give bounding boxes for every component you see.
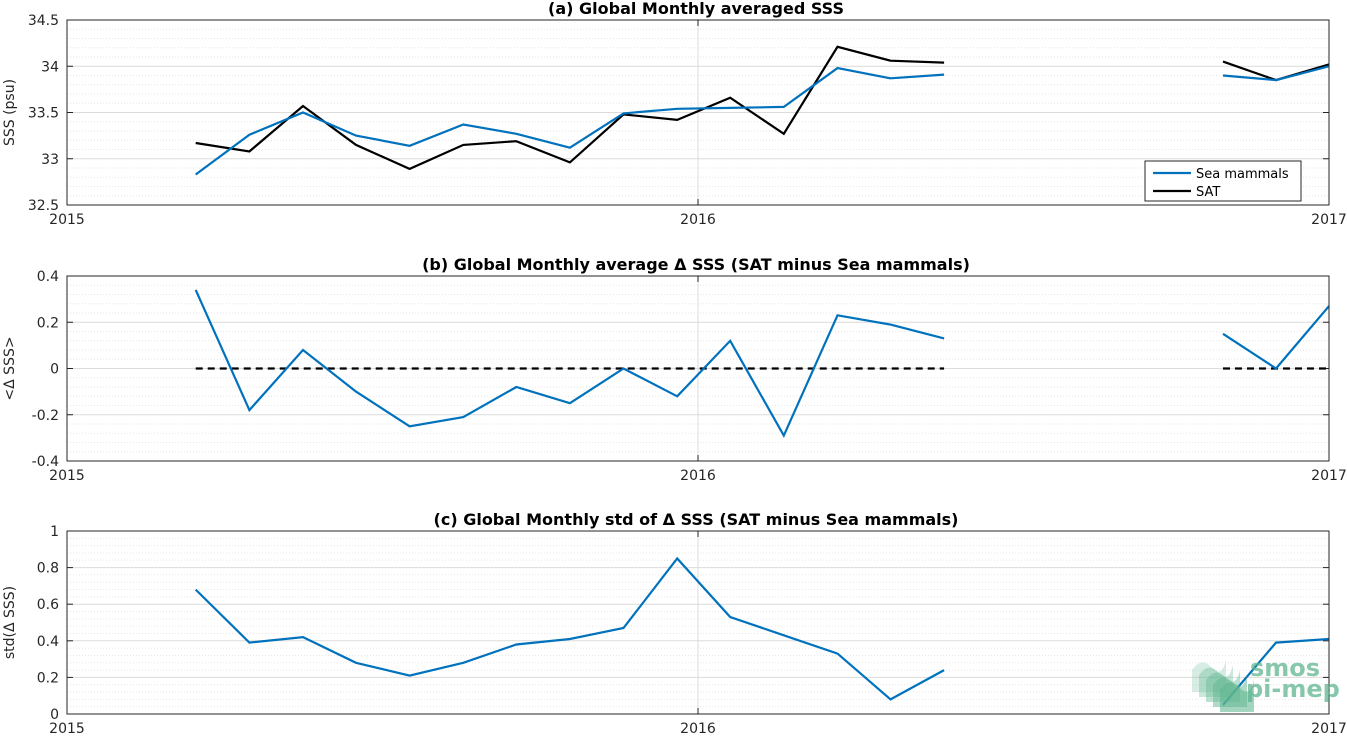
- x-tick-label: 2017: [1311, 468, 1347, 484]
- chart-title: (c) Global Monthly std of Δ SSS (SAT min…: [434, 510, 959, 529]
- legend-entry: SAT: [1196, 185, 1220, 200]
- x-tick-label: 2015: [49, 468, 85, 484]
- x-tick-label: 2017: [1311, 212, 1347, 228]
- chart-title: (a) Global Monthly averaged SSS: [548, 0, 844, 18]
- y-tick-label: 0.8: [37, 561, 59, 577]
- y-tick-label: 34: [41, 59, 59, 75]
- panel-1: 32.5 33 33.5 34 34.5 2015 2016 2017 (a) Global M…: [2, 0, 1347, 228]
- y-tick-label: 33: [41, 152, 59, 168]
- y-tick-label: 0.2: [37, 670, 59, 686]
- y-tick-label: 0.6: [37, 597, 59, 613]
- y-tick-label: -0.4: [32, 454, 59, 470]
- panel-2: -0.4 -0.2 0 0.2 0.4 2015 2016 2017 (b) Global Mo…: [2, 255, 1347, 484]
- x-tick-label: 2016: [680, 468, 716, 484]
- y-tick-label: 0.4: [37, 634, 59, 650]
- axes-box: [66, 275, 1330, 462]
- series-line-sat: [195, 45, 945, 171]
- y-tick-label: 33.5: [28, 106, 59, 122]
- y-tick-label: 34.5: [28, 13, 59, 29]
- x-tick-label: 2015: [49, 721, 85, 736]
- y-tick-label: 0: [50, 362, 59, 378]
- x-tick-label: 2017: [1311, 721, 1347, 736]
- chart-title: (b) Global Monthly average Δ SSS (SAT mi…: [422, 255, 970, 274]
- x-tick-label: 2016: [680, 721, 716, 736]
- series-line-delta: [1222, 305, 1329, 370]
- y-tick-label: 1: [50, 524, 59, 540]
- legend-entry: Sea mammals: [1196, 167, 1289, 182]
- panel-3: 0 0.2 0.4 0.6 0.8 1 2015 2016 2017 (c) Global Mon…: [2, 510, 1347, 736]
- logo-text-line1: smos: [1250, 654, 1320, 682]
- y-tick-label: 32.5: [28, 198, 59, 214]
- y-tick-label: 0.4: [37, 269, 59, 285]
- x-tick-label: 2016: [680, 212, 716, 228]
- series-line-delta: [194, 556, 945, 701]
- y-axis-label: SSS (psu): [2, 79, 18, 146]
- series-line-sea-mammals: [195, 66, 945, 176]
- y-tick-label: 0.2: [37, 315, 59, 331]
- logo-text-line2: pi-mep: [1246, 675, 1340, 703]
- legend-box: [1144, 160, 1302, 202]
- logo-wave-icon: [1220, 680, 1254, 712]
- y-axis-label: <Δ SSS>: [2, 336, 18, 400]
- x-tick-label: 2015: [49, 212, 85, 228]
- y-tick-label: -0.2: [32, 408, 59, 424]
- series-line-delta: [194, 289, 945, 439]
- legend: Sea mammals SAT: [1144, 160, 1302, 202]
- series-line-sea-mammals: [1222, 65, 1329, 82]
- axes-box: [66, 530, 1330, 715]
- axes-box: [66, 19, 1330, 206]
- logo-wave-icon: [1192, 660, 1226, 692]
- y-axis-label: std(Δ SSS): [2, 586, 18, 659]
- series-line-delta: [1222, 637, 1329, 706]
- y-tick-label: 0: [50, 707, 59, 723]
